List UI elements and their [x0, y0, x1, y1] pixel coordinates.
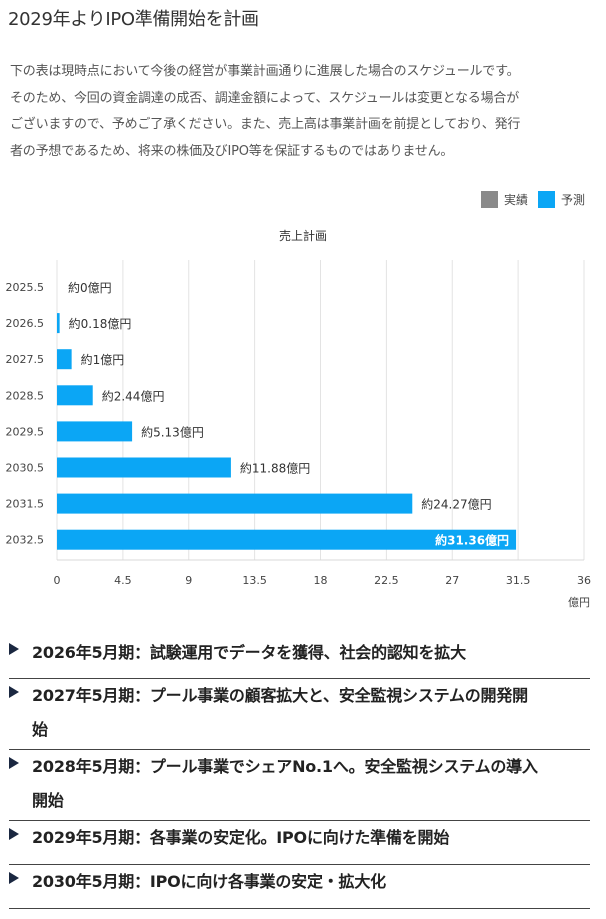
triangle-bullet-icon — [9, 686, 19, 698]
milestone-line: 始 — [32, 720, 48, 739]
bar — [57, 349, 72, 370]
triangle-bullet-icon — [9, 872, 19, 884]
intro-line: そのため、今回の資金調達の成否、調達金額によって、スケジュールは変更となる場合が — [10, 90, 520, 106]
bar-data-label: 約24.27億円 — [421, 497, 491, 512]
legend-label-forecast: 予測 — [560, 192, 585, 207]
triangle-bullet-icon — [9, 828, 19, 840]
triangle-bullet-icon — [9, 757, 19, 769]
milestone-item-2029[interactable]: 2029年5月期：各事業の安定化。IPOに向けた準備を開始 — [9, 821, 590, 865]
x-tick-label: 36 — [577, 574, 591, 587]
intro-line: ございますので、予めご了承ください。また、売上高は事業計画を前提としており、発行 — [10, 117, 521, 132]
x-tick-label: 13.5 — [242, 574, 267, 587]
milestone-text: 2029年5月期：各事業の安定化。IPOに向けた準備を開始 — [32, 821, 449, 855]
bar-data-label: 約2.44億円 — [102, 388, 165, 403]
milestone-line: 開始 — [32, 791, 64, 810]
bar-data-label: 約11.88億円 — [240, 461, 310, 476]
y-category-label: 2025.5 — [6, 281, 45, 294]
x-tick-label: 18 — [314, 574, 328, 587]
legend-item-forecast[interactable]: 予測 — [537, 190, 585, 208]
y-category-label: 2026.5 — [6, 317, 45, 330]
chart-legend: 実績 予測 — [480, 190, 585, 208]
milestone-item-2030[interactable]: 2030年5月期：IPOに向け各事業の安定・拡大化 — [9, 865, 590, 909]
bar-data-label: 約5.13億円 — [141, 424, 204, 439]
x-tick-label: 4.5 — [114, 574, 132, 587]
bar-data-label: 約31.36億円 — [435, 533, 509, 548]
bar — [57, 457, 231, 478]
milestone-line: 2026年5月期：試験運用でデータを獲得、社会的認知を拡大 — [32, 643, 466, 662]
y-category-label: 2029.5 — [6, 425, 45, 438]
sales-plan-chart: 0 4.5 9 13.5 18 22.5 27 31.5 36 億円 2025.5 約0億円 2026.… — [6, 260, 591, 609]
triangle-bullet-icon — [9, 643, 19, 655]
legend-swatch-actual — [480, 190, 498, 208]
milestone-line: 2029年5月期：各事業の安定化。IPOに向けた準備を開始 — [32, 828, 450, 847]
legend-swatch-forecast — [537, 190, 555, 208]
milestone-text: 2026年5月期：試験運用でデータを獲得、社会的認知を拡大 — [32, 636, 466, 670]
page-title: 2029年よりIPO準備開始を計画 — [8, 9, 259, 30]
x-axis-unit-label: 億円 — [568, 596, 590, 609]
y-category-label: 2028.5 — [6, 389, 45, 402]
chart-title: 売上計画 — [278, 229, 327, 243]
bar — [57, 529, 517, 550]
milestone-line: 2028年5月期：プール事業でシェアNo.1へ。安全監視システムの導入 — [32, 757, 538, 776]
bar-data-label: 約0億円 — [68, 280, 112, 295]
x-tick-label: 9 — [185, 574, 192, 587]
bar — [57, 421, 133, 442]
milestone-line: 2027年5月期：プール事業の顧客拡大と、安全監視システムの開発開 — [32, 686, 528, 705]
milestone-line: 2030年5月期：IPOに向け各事業の安定・拡大化 — [32, 872, 386, 891]
milestone-item-2026[interactable]: 2026年5月期：試験運用でデータを獲得、社会的認知を拡大 — [9, 636, 590, 679]
bar — [57, 313, 60, 334]
milestone-text: 2028年5月期：プール事業でシェアNo.1へ。安全監視システムの導入 開始 — [32, 750, 538, 818]
bar — [57, 493, 413, 514]
y-category-label: 2032.5 — [6, 534, 45, 547]
bar-data-label: 約1億円 — [81, 352, 125, 367]
bar — [57, 385, 93, 406]
legend-label-actual: 実績 — [503, 192, 528, 207]
intro-line: 下の表は現時点において今後の経営が事業計画通りに進展した場合のスケジュールです。 — [10, 64, 520, 79]
legend-item-actual[interactable]: 実績 — [480, 190, 528, 208]
milestone-text: 2030年5月期：IPOに向け各事業の安定・拡大化 — [32, 865, 386, 899]
x-tick-label: 27 — [445, 574, 459, 587]
y-category-label: 2027.5 — [6, 353, 45, 366]
y-category-label: 2030.5 — [6, 462, 45, 475]
x-tick-label: 0 — [54, 574, 61, 587]
x-tick-label: 22.5 — [374, 574, 399, 587]
milestone-text: 2027年5月期：プール事業の顧客拡大と、安全監視システムの開発開 始 — [32, 679, 528, 747]
intro-line: 者の予想であるため、将来の株価及びIPO等を保証するものではありません。 — [10, 143, 454, 159]
intro-text: 下の表は現時点において今後の経営が事業計画通りに進展した場合のスケジュールです。… — [10, 59, 590, 165]
milestone-item-2028[interactable]: 2028年5月期：プール事業でシェアNo.1へ。安全監視システムの導入 開始 — [9, 750, 590, 821]
x-tick-label: 31.5 — [506, 574, 531, 587]
bar-data-label: 約0.18億円 — [69, 316, 132, 331]
y-category-label: 2031.5 — [6, 498, 45, 511]
milestone-item-2027[interactable]: 2027年5月期：プール事業の顧客拡大と、安全監視システムの開発開 始 — [9, 679, 590, 750]
